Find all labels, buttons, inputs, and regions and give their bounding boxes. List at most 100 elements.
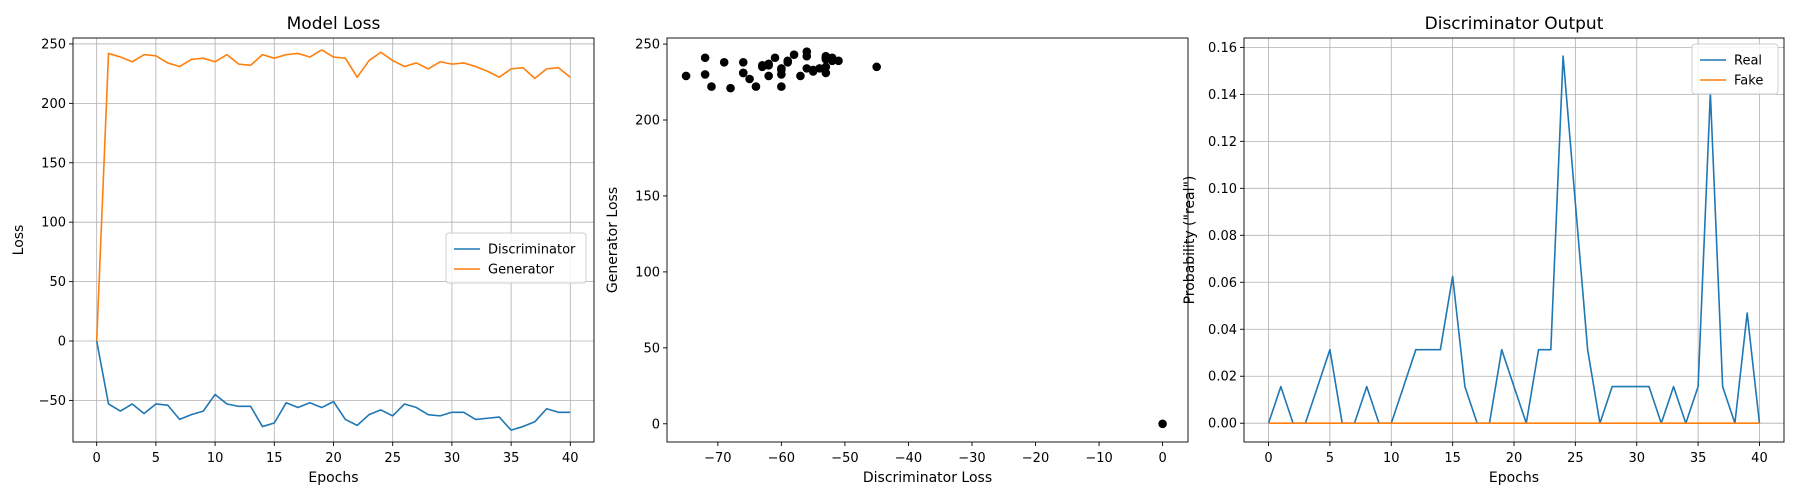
scatter-point: [789, 50, 799, 60]
ticks: −70 −60 −50 −40 −30 −20 −10 0 0 50 100 150 200 250: [635, 38, 1167, 466]
y-axis-label: Probability ("real"): [1182, 176, 1198, 305]
legend-label: Fake: [1734, 74, 1763, 89]
x-tick-label: 10: [1383, 451, 1400, 466]
y-tick-label: 0.06: [1208, 276, 1237, 291]
scatter-point: [745, 74, 754, 84]
y-tick-label: 0.04: [1208, 323, 1237, 338]
x-tick-label: −10: [1085, 451, 1112, 466]
chart-3: 0 5 10 15 20 25 30 35 40 0.00 0.02 0.04 0.06 0.08 0.10…: [1182, 14, 1785, 486]
scatter-point: [764, 71, 773, 81]
scatter-point: [700, 70, 710, 79]
x-tick-label: −30: [958, 451, 985, 466]
scatter-point: [707, 82, 716, 91]
y-tick-label: 0: [652, 417, 660, 432]
x-tick-label: −70: [704, 451, 731, 466]
y-tick-label: 0.10: [1208, 182, 1237, 197]
y-tick-label: 250: [635, 38, 660, 53]
y-tick-label: 0.16: [1208, 41, 1237, 56]
chart-title: Model Loss: [287, 14, 381, 34]
scatter-point: [872, 62, 881, 72]
chart-2: −70 −60 −50 −40 −30 −20 −10 0 0 50 100 150 200 250 Dis…: [605, 37, 1189, 486]
x-axis-label: Epochs: [1489, 470, 1539, 486]
ticks: 0 5 10 15 20 25 30 35 40 0.00 0.02 0.04 0.06 0.08 0.10…: [1208, 41, 1768, 466]
x-tick-label: 30: [444, 451, 461, 466]
legend-label: Generator: [488, 263, 555, 278]
scatter-point: [802, 47, 812, 56]
scatter-point: [777, 70, 786, 79]
y-tick-label: 0.08: [1208, 229, 1237, 244]
scatter-point: [770, 53, 780, 63]
legend: Real Fake: [1691, 43, 1779, 95]
x-tick-label: 20: [325, 451, 342, 466]
gridlines: [73, 38, 594, 442]
x-tick-label: 0: [93, 451, 101, 466]
chart-title: Discriminator Output: [1425, 14, 1604, 34]
x-tick-label: 10: [207, 451, 224, 466]
y-tick-label: 200: [635, 114, 660, 129]
x-axis-label: Discriminator Loss: [863, 470, 992, 486]
scatter-point: [681, 71, 691, 81]
scatter-point: [802, 64, 812, 73]
y-tick-label: 50: [643, 341, 660, 356]
legend-box: [445, 232, 587, 284]
scatter-point: [1158, 419, 1167, 429]
scatter-point: [758, 62, 767, 72]
x-tick-label: −20: [1022, 451, 1049, 466]
y-tick-label: 50: [49, 275, 66, 290]
x-tick-label: 20: [1506, 451, 1523, 466]
legend: Discriminator Generator: [445, 232, 587, 284]
x-tick-label: 5: [152, 451, 160, 466]
x-axis-label: Epochs: [308, 470, 358, 486]
y-tick-label: 0.00: [1208, 417, 1237, 432]
x-tick-label: 30: [1628, 451, 1645, 466]
y-tick-label: 200: [41, 97, 66, 112]
ticks: 0 5 10 15 20 25 30 35 40 −50 0 50 100 150 200 250: [39, 37, 579, 466]
y-tick-label: 100: [635, 265, 660, 280]
series-line-discriminator: [95, 340, 571, 431]
x-tick-label: −40: [895, 451, 922, 466]
gridlines: [1244, 38, 1784, 442]
scatter-point: [777, 82, 786, 91]
y-tick-label: 0.14: [1208, 88, 1237, 103]
x-tick-label: 40: [1751, 451, 1768, 466]
y-tick-label: 150: [635, 189, 660, 204]
scatter-point: [738, 68, 748, 78]
x-tick-label: 0: [1158, 451, 1166, 466]
x-tick-label: 40: [562, 451, 579, 466]
scatter-point: [700, 53, 710, 63]
y-tick-label: 150: [41, 156, 66, 171]
plot-area: [681, 47, 1167, 429]
x-tick-label: 35: [503, 451, 520, 466]
y-tick-label: 0.12: [1208, 135, 1237, 150]
x-tick-label: 5: [1326, 451, 1334, 466]
plot-area: [95, 49, 571, 431]
chart-1: 0 5 10 15 20 25 30 35 40 −50 0 50 100 150 200 250 Model …: [11, 14, 595, 486]
axes-frame: [666, 37, 1189, 443]
x-tick-label: 15: [266, 451, 283, 466]
y-tick-label: 0: [58, 335, 66, 350]
x-tick-label: −60: [768, 451, 795, 466]
scatter-point: [827, 56, 837, 66]
scatter-point: [783, 58, 793, 67]
x-tick-label: 25: [1567, 451, 1584, 466]
legend-label: Real: [1734, 54, 1762, 69]
scatter-point: [726, 83, 735, 93]
scatter-point: [751, 82, 761, 91]
series-line-generator: [95, 49, 571, 342]
scatter-point: [821, 68, 831, 78]
scatter-point: [834, 56, 843, 66]
y-tick-label: −50: [39, 394, 66, 409]
x-tick-label: 25: [384, 451, 401, 466]
x-tick-label: −50: [831, 451, 858, 466]
plot-area: [1267, 55, 1761, 425]
scatter-point: [719, 58, 729, 67]
y-axis-label: Loss: [11, 225, 27, 256]
x-tick-label: 0: [1264, 451, 1272, 466]
scatter-point: [738, 58, 748, 67]
x-tick-label: 35: [1690, 451, 1707, 466]
scatter-point: [796, 71, 805, 81]
legend-label: Discriminator: [488, 243, 576, 258]
y-axis-label: Generator Loss: [605, 187, 621, 293]
y-tick-label: 250: [41, 37, 66, 52]
